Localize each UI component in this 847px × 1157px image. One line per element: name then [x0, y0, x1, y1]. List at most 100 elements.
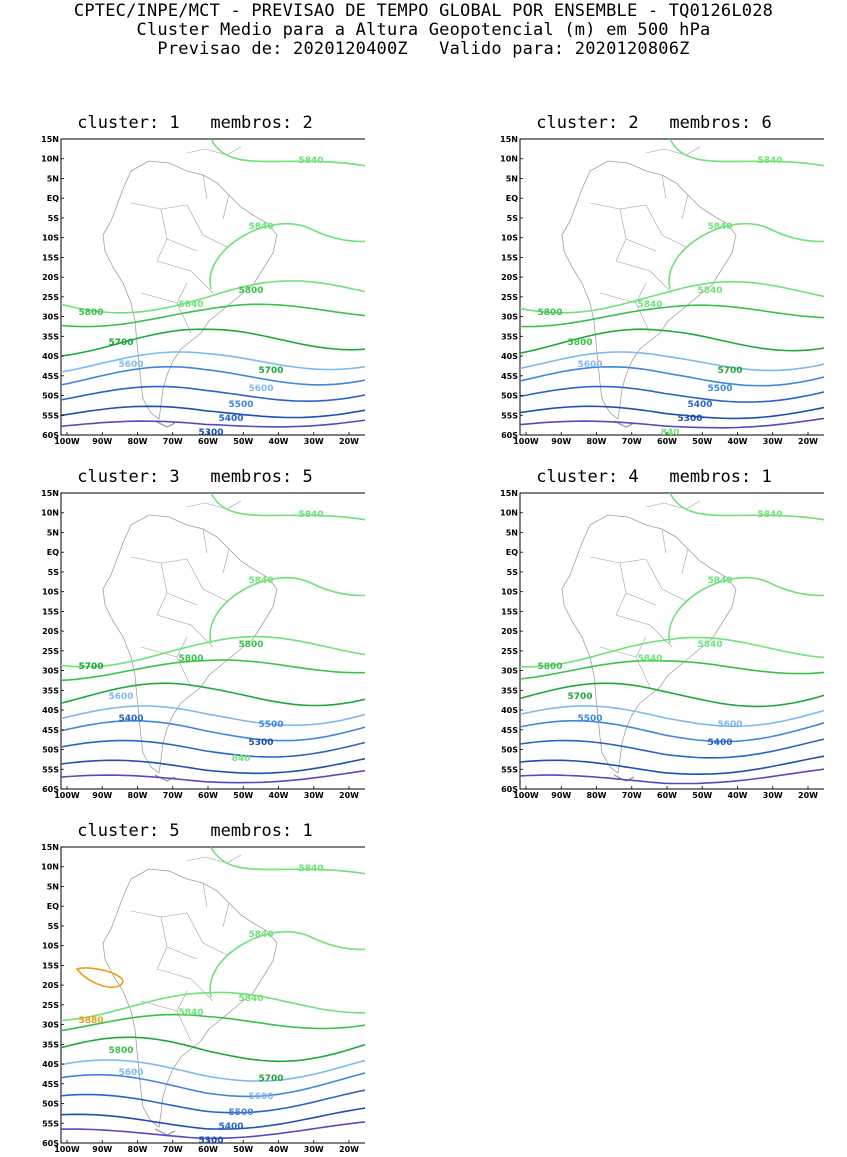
lat-tick-label: 45S	[501, 726, 518, 735]
lat-tick-label: 15S	[42, 253, 59, 262]
contour-5840-north	[669, 493, 824, 521]
panel-title: cluster: 2 membros: 6	[536, 113, 772, 133]
contour-5800	[520, 304, 824, 328]
contour-5700	[520, 328, 824, 354]
lat-tick-label: 40S	[501, 706, 518, 715]
lat-tick-label: 10S	[42, 234, 59, 243]
lon-tick-label: 80W	[128, 791, 148, 799]
lon-tick-label: 40W	[728, 437, 748, 445]
lat-tick-label: 35S	[501, 686, 518, 695]
contour-label: 5840	[248, 576, 273, 586]
contour-5700	[61, 682, 365, 707]
contour-deep	[520, 417, 824, 429]
contour-5840-north	[210, 139, 365, 167]
contour-5500	[520, 720, 824, 743]
contour-5300	[520, 755, 824, 776]
contour-label: 5840	[757, 510, 782, 520]
contour-deep	[61, 1121, 365, 1140]
contour-label: 5500	[577, 714, 602, 724]
lon-tick-label: 50W	[233, 791, 253, 799]
lon-tick-label: 40W	[269, 1145, 289, 1153]
contour-5840-north	[669, 139, 824, 167]
lat-tick-label: 30S	[42, 313, 59, 322]
contour-5700	[61, 328, 365, 357]
contour-label: 5800	[78, 308, 103, 318]
contour-label: 5840	[707, 576, 732, 586]
map-area: 15N 10N 5N EQ 5S 10S 15S 20S 25S 30S 35S 40S 45S 50S 5…	[484, 135, 824, 445]
lat-tick-label: 15N	[500, 489, 518, 498]
contour-5840-central	[668, 577, 824, 644]
contour-label: 5840	[238, 994, 263, 1004]
lat-tick-label: 40S	[42, 706, 59, 715]
lon-tick-label: 90W	[92, 437, 112, 445]
lat-tick-label: 55S	[42, 765, 59, 774]
lon-tick-label: 30W	[763, 437, 783, 445]
contour-5500	[61, 366, 365, 386]
lat-tick-label: 25S	[42, 647, 59, 656]
contour-5600	[520, 351, 824, 372]
contour-5500	[520, 365, 824, 387]
lat-tick-label: 35S	[501, 332, 518, 341]
contour-label: 5840	[757, 156, 782, 166]
contour-label: 5600	[577, 360, 602, 370]
lon-tick-label: 90W	[551, 791, 571, 799]
contour-label: 5840	[178, 300, 203, 310]
lon-tick-label: 70W	[163, 437, 183, 445]
header-line-3: Previsao de: 2020120400Z Valido para: 20…	[157, 39, 690, 59]
contour-label: 5500	[258, 720, 283, 730]
map-svg: 15N 10N 5N EQ 5S 10S 15S 20S 25S 30S 35S 40S 45S 50S 5…	[500, 135, 824, 445]
lat-tick-label: 30S	[42, 667, 59, 676]
lon-tick-label: 20W	[798, 791, 818, 799]
lon-tick-label: 20W	[339, 791, 359, 799]
lat-tick-label: 35S	[42, 1040, 59, 1049]
contour-5400	[61, 1089, 365, 1114]
contour-label: 5600	[248, 1092, 273, 1102]
contour-label: 5500	[228, 1108, 253, 1118]
contour-5700	[520, 682, 824, 708]
contour-label: 5400	[218, 414, 243, 424]
contour-label: 840	[661, 428, 680, 438]
contour-5840	[61, 991, 365, 1022]
lon-tick-label: 50W	[692, 791, 712, 799]
panel-cluster-2: cluster: 2 membros: 6 15N 10N 5N EQ 5S 10S 15S…	[484, 113, 824, 445]
lat-tick-label: 50S	[501, 392, 518, 401]
lon-tick-label: 70W	[163, 791, 183, 799]
lon-tick-label: 70W	[163, 1145, 183, 1153]
lat-tick-label: 15N	[41, 843, 59, 852]
lat-tick-label: EQ	[47, 194, 59, 203]
plot-frame	[519, 492, 824, 790]
contour-5840	[520, 636, 824, 668]
map-area: 15N 10N 5N EQ 5S 10S 15S 20S 25S 30S 35S 40S 45S 50S 5…	[25, 135, 365, 445]
contour-5300	[61, 757, 365, 775]
contour-5700	[61, 1036, 365, 1063]
contour-5600	[61, 705, 365, 727]
contour-5840-central	[209, 931, 365, 998]
lat-tick-label: 45S	[42, 726, 59, 735]
lat-tick-label: 30S	[501, 313, 518, 322]
lon-tick-label: 20W	[798, 437, 818, 445]
contour-5300	[520, 405, 824, 420]
contour-label: 5800	[108, 1046, 133, 1056]
lat-tick-label: EQ	[47, 902, 59, 911]
lat-tick-label: 5N	[47, 528, 59, 537]
contour-label: 5840	[178, 1008, 203, 1018]
contour-5400	[520, 385, 824, 403]
lat-tick-label: 55S	[501, 411, 518, 420]
lat-tick-label: EQ	[506, 548, 518, 557]
lat-tick-label: EQ	[47, 548, 59, 557]
panel-title: cluster: 3 membros: 5	[77, 467, 313, 487]
contour-5840-north	[210, 493, 365, 521]
contour-5800	[61, 303, 365, 328]
lat-tick-label: 10N	[500, 155, 518, 164]
lon-tick-label: 50W	[233, 437, 253, 445]
lon-tick-label: 50W	[233, 1145, 253, 1153]
lon-tick-label: 60W	[198, 791, 218, 799]
panel-cluster-5: cluster: 5 membros: 1 15N 10N 5N EQ 5S 10S 15S…	[25, 821, 365, 1153]
lat-tick-label: 35S	[42, 686, 59, 695]
contour-5840-central	[668, 223, 824, 290]
map-svg: 15N 10N 5N EQ 5S 10S 15S 20S 25S 30S 35S 40S 45S 50S 5…	[41, 135, 365, 445]
contour-5880	[75, 967, 124, 989]
lon-tick-label: 100W	[54, 437, 80, 445]
contour-label: 5840	[298, 864, 323, 874]
lat-tick-label: 40S	[42, 1060, 59, 1069]
